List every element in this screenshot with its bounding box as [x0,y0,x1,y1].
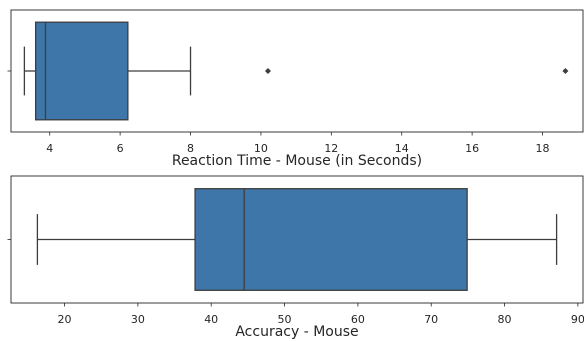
x-tick-label: 60 [351,313,365,326]
iqr-box [194,188,468,291]
x-tick-label: 6 [117,142,124,155]
x-tick-label: 40 [204,313,218,326]
x-tick-label: 70 [424,313,438,326]
iqr-box [34,21,129,121]
outlier-point [562,68,569,74]
outlier-point [264,68,271,74]
x-tick-label: 14 [395,142,409,155]
x-tick-label: 30 [131,313,145,326]
x-axis-label: Reaction Time - Mouse (in Seconds) [172,153,422,169]
x-tick-label: 50 [278,313,292,326]
x-tick-label: 18 [536,142,550,155]
x-tick-label: 4 [46,142,53,155]
x-tick-label: 10 [254,142,268,155]
reaction-time-panel: 4 6 8 10 12 14 16 18 Reaction Time - Mouse (in S… [7,9,584,169]
accuracy-panel: 20 30 40 50 60 70 80 90 Accuracy - Mouse [7,175,584,340]
x-tick-label: 90 [571,313,584,326]
x-tick-label: 20 [58,313,72,326]
x-tick-label: 16 [465,142,479,155]
x-tick-label: 80 [498,313,512,326]
x-tick-label: 12 [324,142,338,155]
x-tick-label: 8 [187,142,194,155]
x-axis-label: Accuracy - Mouse [235,324,358,340]
